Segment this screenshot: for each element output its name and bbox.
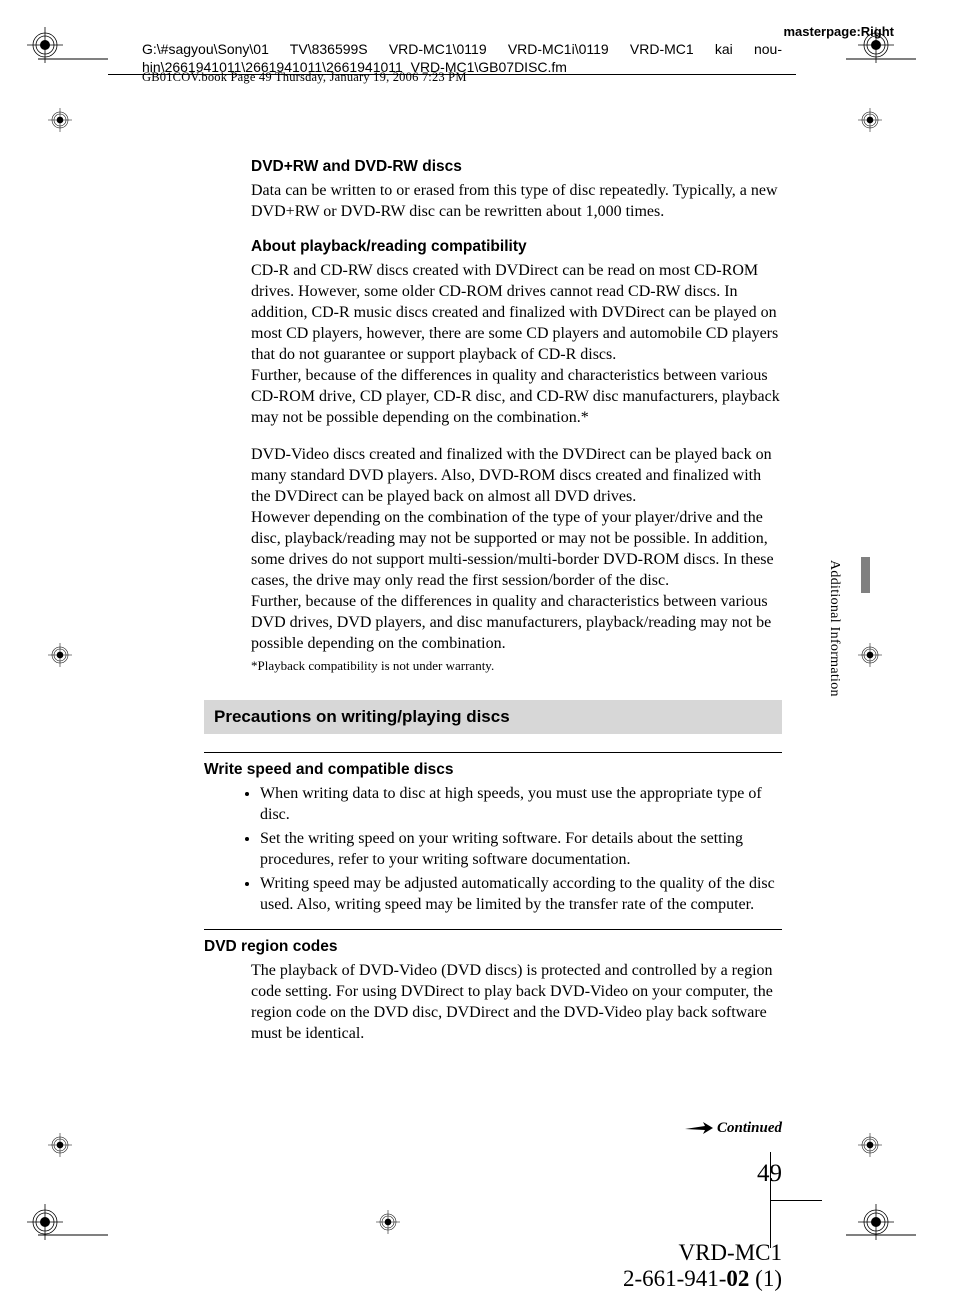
arrow-icon — [685, 1122, 713, 1134]
model-number: VRD-MC1 — [678, 1240, 782, 1266]
header-rule — [108, 74, 796, 75]
book-page-line: GB01COV.book Page 49 Thursday, January 1… — [142, 70, 467, 85]
heading-region: DVD region codes — [204, 938, 782, 956]
bullet-3: Writing speed may be adjusted automatica… — [260, 873, 782, 915]
registration-mark-icon — [858, 1133, 882, 1157]
para-compat-3: DVD-Video discs created and finalized wi… — [251, 444, 782, 507]
bullet-2: Set the writing speed on your writing so… — [260, 828, 782, 870]
crop-mark-icon — [38, 1234, 108, 1236]
registration-mark-icon — [48, 643, 72, 667]
rule-2 — [204, 929, 782, 930]
registration-mark-icon — [376, 1210, 400, 1234]
page-number: 49 — [757, 1160, 782, 1188]
continued-marker: Continued — [685, 1120, 782, 1137]
content-column: DVD+RW and DVD-RW discs Data can be writ… — [204, 158, 782, 1044]
bullet-list: When writing data to disc at high speeds… — [240, 783, 782, 915]
para-region: The playback of DVD-Video (DVD discs) is… — [251, 960, 782, 1044]
crop-mark-icon — [846, 1234, 916, 1236]
heading-dvd-rw: DVD+RW and DVD-RW discs — [251, 158, 782, 176]
heading-compat: About playback/reading compatibility — [251, 238, 782, 256]
registration-mark-icon — [48, 108, 72, 132]
para-compat-2: Further, because of the differences in q… — [251, 365, 782, 428]
continued-text: Continued — [717, 1120, 782, 1136]
crop-mark-icon — [38, 58, 108, 60]
registration-mark-icon — [858, 643, 882, 667]
page: { "header": { "masterpage": "masterpage:… — [0, 0, 954, 1270]
para-compat-4: However depending on the combination of … — [251, 507, 782, 591]
heading-write-speed: Write speed and compatible discs — [204, 761, 782, 779]
side-tab-bar — [861, 557, 870, 593]
registration-mark-icon — [48, 1133, 72, 1157]
section-heading: Precautions on writing/playing discs — [204, 700, 782, 734]
bullet-1: When writing data to disc at high speeds… — [260, 783, 782, 825]
side-tab-text: Additional Information — [826, 560, 844, 748]
para-compat-5: Further, because of the differences in q… — [251, 591, 782, 654]
crop-mark-icon — [846, 58, 916, 60]
side-tab-label: Additional Information — [826, 560, 842, 697]
rule-1 — [204, 752, 782, 753]
registration-mark-icon — [858, 108, 882, 132]
footnote: *Playback compatibility is not under war… — [251, 658, 782, 674]
para-compat-1: CD-R and CD-RW discs created with DVDire… — [251, 260, 782, 365]
footer-rule-h — [770, 1200, 822, 1201]
para-dvd-rw: Data can be written to or erased from th… — [251, 180, 782, 222]
